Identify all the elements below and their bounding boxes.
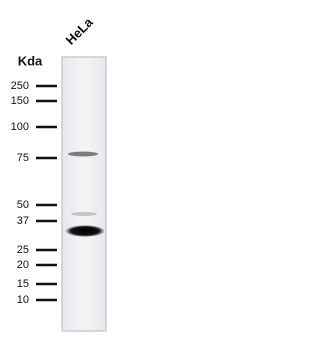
marker-label: 15 <box>17 278 29 290</box>
lane <box>61 56 107 332</box>
marker-label: 50 <box>17 199 29 211</box>
marker-label: 37 <box>17 215 29 227</box>
marker-label: 20 <box>17 259 29 271</box>
western-blot: HeLa Kda 250 150 100 75 50 37 25 20 15 10 <box>11 14 107 332</box>
lane-label: HeLa <box>63 14 97 48</box>
marker-label: 10 <box>17 294 29 306</box>
band <box>68 151 98 157</box>
marker-label: 75 <box>17 152 29 164</box>
marker-label: 25 <box>17 244 29 256</box>
band <box>65 225 105 237</box>
marker-label: 100 <box>11 121 29 133</box>
marker-label: 150 <box>11 95 29 107</box>
marker-ladder: 250 150 100 75 50 37 25 20 15 10 <box>11 80 57 306</box>
unit-label: Kda <box>18 53 43 68</box>
marker-label: 250 <box>11 80 29 92</box>
band <box>71 212 97 216</box>
